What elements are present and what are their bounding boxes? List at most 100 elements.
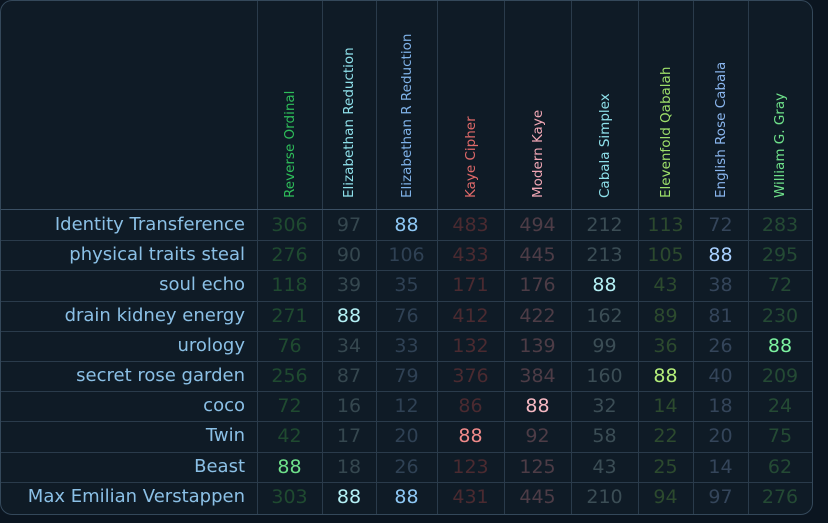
column-divider xyxy=(504,1,505,514)
value-cell[interactable]: 105 xyxy=(647,244,684,267)
value-cell[interactable]: 72 xyxy=(277,395,302,418)
value-cell[interactable]: 18 xyxy=(708,395,733,418)
highlighted-value-cell[interactable]: 88 xyxy=(458,425,483,448)
value-cell[interactable]: 20 xyxy=(394,425,419,448)
value-cell[interactable]: 38 xyxy=(708,274,733,297)
value-cell[interactable]: 72 xyxy=(708,214,733,236)
column-header[interactable]: Modern Kaye xyxy=(504,1,571,208)
column-header[interactable]: Elizabethan Reduction xyxy=(322,1,376,208)
column-header[interactable]: Cabala Simplex xyxy=(571,1,638,208)
value-cell[interactable]: 14 xyxy=(708,455,733,478)
column-header[interactable]: Reverse Ordinal xyxy=(257,1,322,208)
value-cell[interactable]: 18 xyxy=(336,455,362,478)
value-cell[interactable]: 25 xyxy=(653,455,678,478)
highlighted-value-cell[interactable]: 88 xyxy=(592,274,617,297)
value-cell[interactable]: 433 xyxy=(452,244,489,267)
value-cell[interactable]: 99 xyxy=(592,334,617,357)
value-cell[interactable]: 76 xyxy=(394,304,419,327)
value-cell[interactable]: 295 xyxy=(761,244,799,267)
value-cell[interactable]: 26 xyxy=(708,334,733,357)
value-cell[interactable]: 97 xyxy=(708,485,733,508)
value-cell[interactable]: 72 xyxy=(767,274,793,297)
highlighted-value-cell[interactable]: 88 xyxy=(525,395,550,418)
value-cell[interactable]: 213 xyxy=(586,244,623,267)
value-cell[interactable]: 271 xyxy=(271,304,308,327)
value-cell[interactable]: 276 xyxy=(761,485,799,508)
value-cell[interactable]: 483 xyxy=(452,214,489,236)
value-cell[interactable]: 75 xyxy=(767,425,793,448)
column-header[interactable]: Kaye Cipher xyxy=(437,1,504,208)
column-header[interactable]: Elizabethan R Reduction xyxy=(376,1,437,208)
value-cell[interactable]: 81 xyxy=(708,304,733,327)
value-cell[interactable]: 43 xyxy=(653,274,678,297)
value-cell[interactable]: 162 xyxy=(586,304,623,327)
value-cell[interactable]: 14 xyxy=(653,395,678,418)
value-cell[interactable]: 43 xyxy=(592,455,617,478)
value-cell[interactable]: 384 xyxy=(519,365,556,387)
value-cell[interactable]: 20 xyxy=(708,425,733,448)
value-cell[interactable]: 62 xyxy=(767,455,793,478)
value-cell[interactable]: 16 xyxy=(336,395,362,418)
value-cell[interactable]: 58 xyxy=(592,425,617,448)
column-header[interactable]: William G. Gray xyxy=(748,1,812,208)
value-cell[interactable]: 283 xyxy=(761,214,799,236)
column-header[interactable]: Elevenfold Qabalah xyxy=(638,1,693,208)
value-cell[interactable]: 90 xyxy=(336,244,362,267)
highlighted-value-cell[interactable]: 88 xyxy=(394,485,419,508)
highlighted-value-cell[interactable]: 88 xyxy=(277,455,302,478)
value-cell[interactable]: 106 xyxy=(388,244,425,267)
value-cell[interactable]: 171 xyxy=(452,274,489,297)
value-cell[interactable]: 94 xyxy=(653,485,678,508)
value-cell[interactable]: 92 xyxy=(525,425,550,448)
value-cell[interactable]: 412 xyxy=(452,304,489,327)
value-cell[interactable]: 26 xyxy=(394,455,419,478)
value-cell[interactable]: 39 xyxy=(336,274,362,297)
value-cell[interactable]: 86 xyxy=(458,395,483,418)
value-cell[interactable]: 376 xyxy=(452,365,489,387)
highlighted-value-cell[interactable]: 88 xyxy=(708,244,733,267)
value-cell[interactable]: 113 xyxy=(647,214,684,236)
value-cell[interactable]: 209 xyxy=(761,365,799,387)
value-cell[interactable]: 89 xyxy=(653,304,678,327)
value-cell[interactable]: 125 xyxy=(519,455,556,478)
value-cell[interactable]: 97 xyxy=(336,214,362,236)
value-cell[interactable]: 123 xyxy=(452,455,489,478)
value-cell[interactable]: 160 xyxy=(586,365,623,387)
value-cell[interactable]: 445 xyxy=(519,244,556,267)
value-cell[interactable]: 230 xyxy=(761,304,799,327)
highlighted-value-cell[interactable]: 88 xyxy=(394,214,419,236)
value-cell[interactable]: 132 xyxy=(452,334,489,357)
value-cell[interactable]: 12 xyxy=(394,395,419,418)
highlighted-value-cell[interactable]: 88 xyxy=(767,334,793,357)
value-cell[interactable]: 212 xyxy=(586,214,623,236)
value-cell[interactable]: 494 xyxy=(519,214,556,236)
value-cell[interactable]: 210 xyxy=(586,485,623,508)
value-cell[interactable]: 24 xyxy=(767,395,793,418)
value-cell[interactable]: 33 xyxy=(394,334,419,357)
value-cell[interactable]: 139 xyxy=(519,334,556,357)
value-cell[interactable]: 17 xyxy=(336,425,362,448)
highlighted-value-cell[interactable]: 88 xyxy=(653,365,678,387)
value-cell[interactable]: 118 xyxy=(271,274,308,297)
highlighted-value-cell[interactable]: 88 xyxy=(336,304,362,327)
value-cell[interactable]: 22 xyxy=(653,425,678,448)
value-cell[interactable]: 42 xyxy=(277,425,302,448)
value-cell[interactable]: 36 xyxy=(653,334,678,357)
column-header[interactable]: English Rose Cabala xyxy=(693,1,748,208)
value-cell[interactable]: 40 xyxy=(708,365,733,387)
value-cell[interactable]: 32 xyxy=(592,395,617,418)
value-cell[interactable]: 79 xyxy=(394,365,419,387)
value-cell[interactable]: 35 xyxy=(394,274,419,297)
value-cell[interactable]: 76 xyxy=(277,334,302,357)
highlighted-value-cell[interactable]: 88 xyxy=(336,485,362,508)
value-cell[interactable]: 445 xyxy=(519,485,556,508)
value-cell[interactable]: 34 xyxy=(336,334,362,357)
value-cell[interactable]: 422 xyxy=(519,304,556,327)
value-cell[interactable]: 256 xyxy=(271,365,308,387)
value-cell[interactable]: 276 xyxy=(271,244,308,267)
value-cell[interactable]: 431 xyxy=(452,485,489,508)
value-cell[interactable]: 306 xyxy=(271,214,308,236)
value-cell[interactable]: 87 xyxy=(336,365,362,387)
value-cell[interactable]: 303 xyxy=(271,485,308,508)
value-cell[interactable]: 176 xyxy=(519,274,556,297)
